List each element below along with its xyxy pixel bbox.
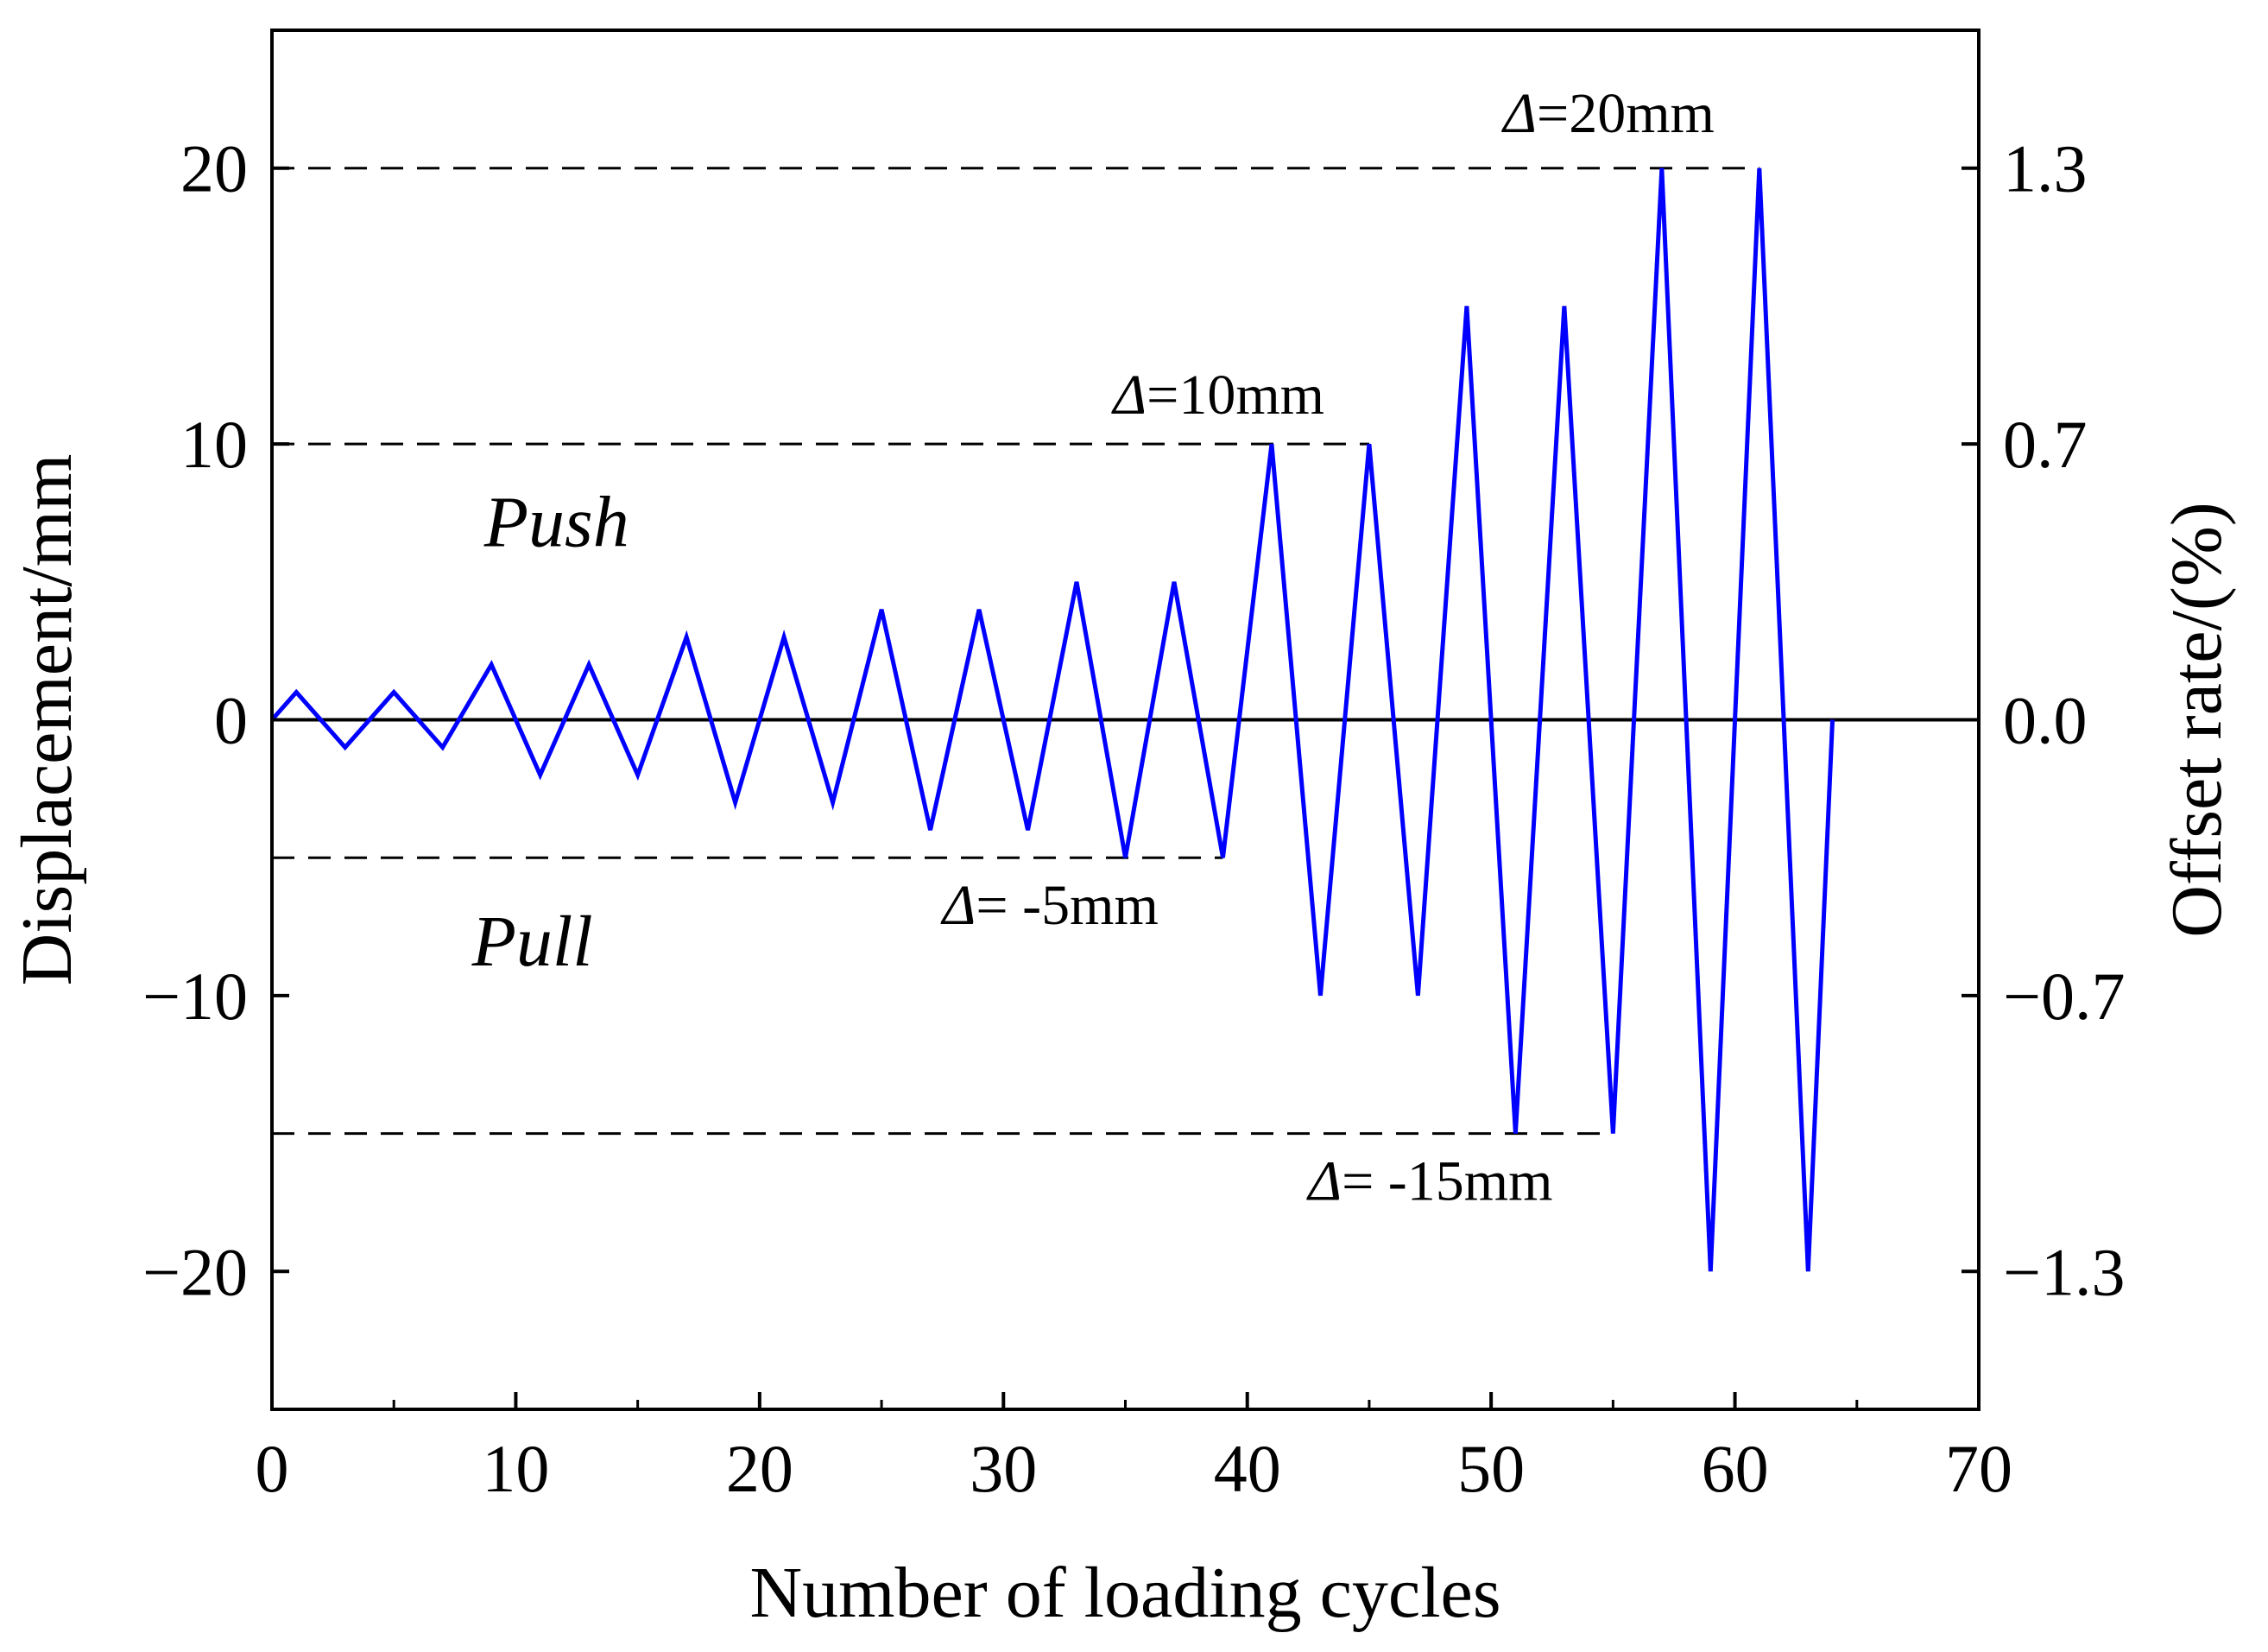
- reference-lines: [272, 167, 1759, 1136]
- x-tick-label: 40: [1214, 1431, 1281, 1506]
- delta-annotation-2: Δ= -5mm: [940, 874, 1159, 937]
- x-tick-label: 70: [1945, 1431, 2012, 1506]
- y2-tick-label: −0.7: [2003, 959, 2126, 1034]
- x-axis-title: Number of loading cycles: [749, 1553, 1500, 1633]
- region-label-pull: Pull: [471, 902, 593, 982]
- delta-annotation-0: Δ=20mm: [1500, 82, 1715, 145]
- y2-axis-title: Offset rate/(%): [2157, 502, 2237, 938]
- x-tick-label: 10: [482, 1431, 549, 1506]
- delta-annotation-3: Δ= -15mm: [1305, 1149, 1552, 1212]
- displacement-series-line: [270, 168, 1835, 1272]
- y-tick-label: −20: [142, 1234, 248, 1309]
- y-tick-label: 20: [180, 131, 248, 206]
- y-tick-label: −10: [142, 959, 248, 1034]
- region-label-push: Push: [483, 482, 629, 562]
- y2-tick-label: 0.0: [2003, 683, 2088, 758]
- y2-tick-label: −1.3: [2003, 1234, 2126, 1309]
- annotations: Δ=20mm Δ=10mm Δ= -5mm Δ= -15mm: [940, 82, 1715, 1212]
- x-tick-label: 0: [256, 1431, 289, 1506]
- y-axis-ticks: −20 −10 0 10 20: [142, 131, 289, 1309]
- y2-axis-ticks: −1.3 −0.7 0.0 0.7 1.3: [1962, 131, 2126, 1309]
- y-axis-title: Displacement/mm: [7, 454, 87, 986]
- x-axis-ticks: 0 10 20 30 40 50 60 70: [256, 1392, 2012, 1506]
- delta-annotation-1: Δ=10mm: [1110, 364, 1324, 427]
- x-tick-label: 60: [1702, 1431, 1769, 1506]
- y-tick-label: 10: [180, 407, 248, 482]
- x-tick-label: 50: [1457, 1431, 1525, 1506]
- region-labels: Push Pull: [471, 482, 629, 981]
- y2-tick-label: 0.7: [2003, 407, 2088, 482]
- x-tick-label: 20: [726, 1431, 793, 1506]
- y2-tick-label: 1.3: [2003, 131, 2088, 206]
- y-tick-label: 0: [214, 683, 248, 758]
- x-tick-label: 30: [970, 1431, 1037, 1506]
